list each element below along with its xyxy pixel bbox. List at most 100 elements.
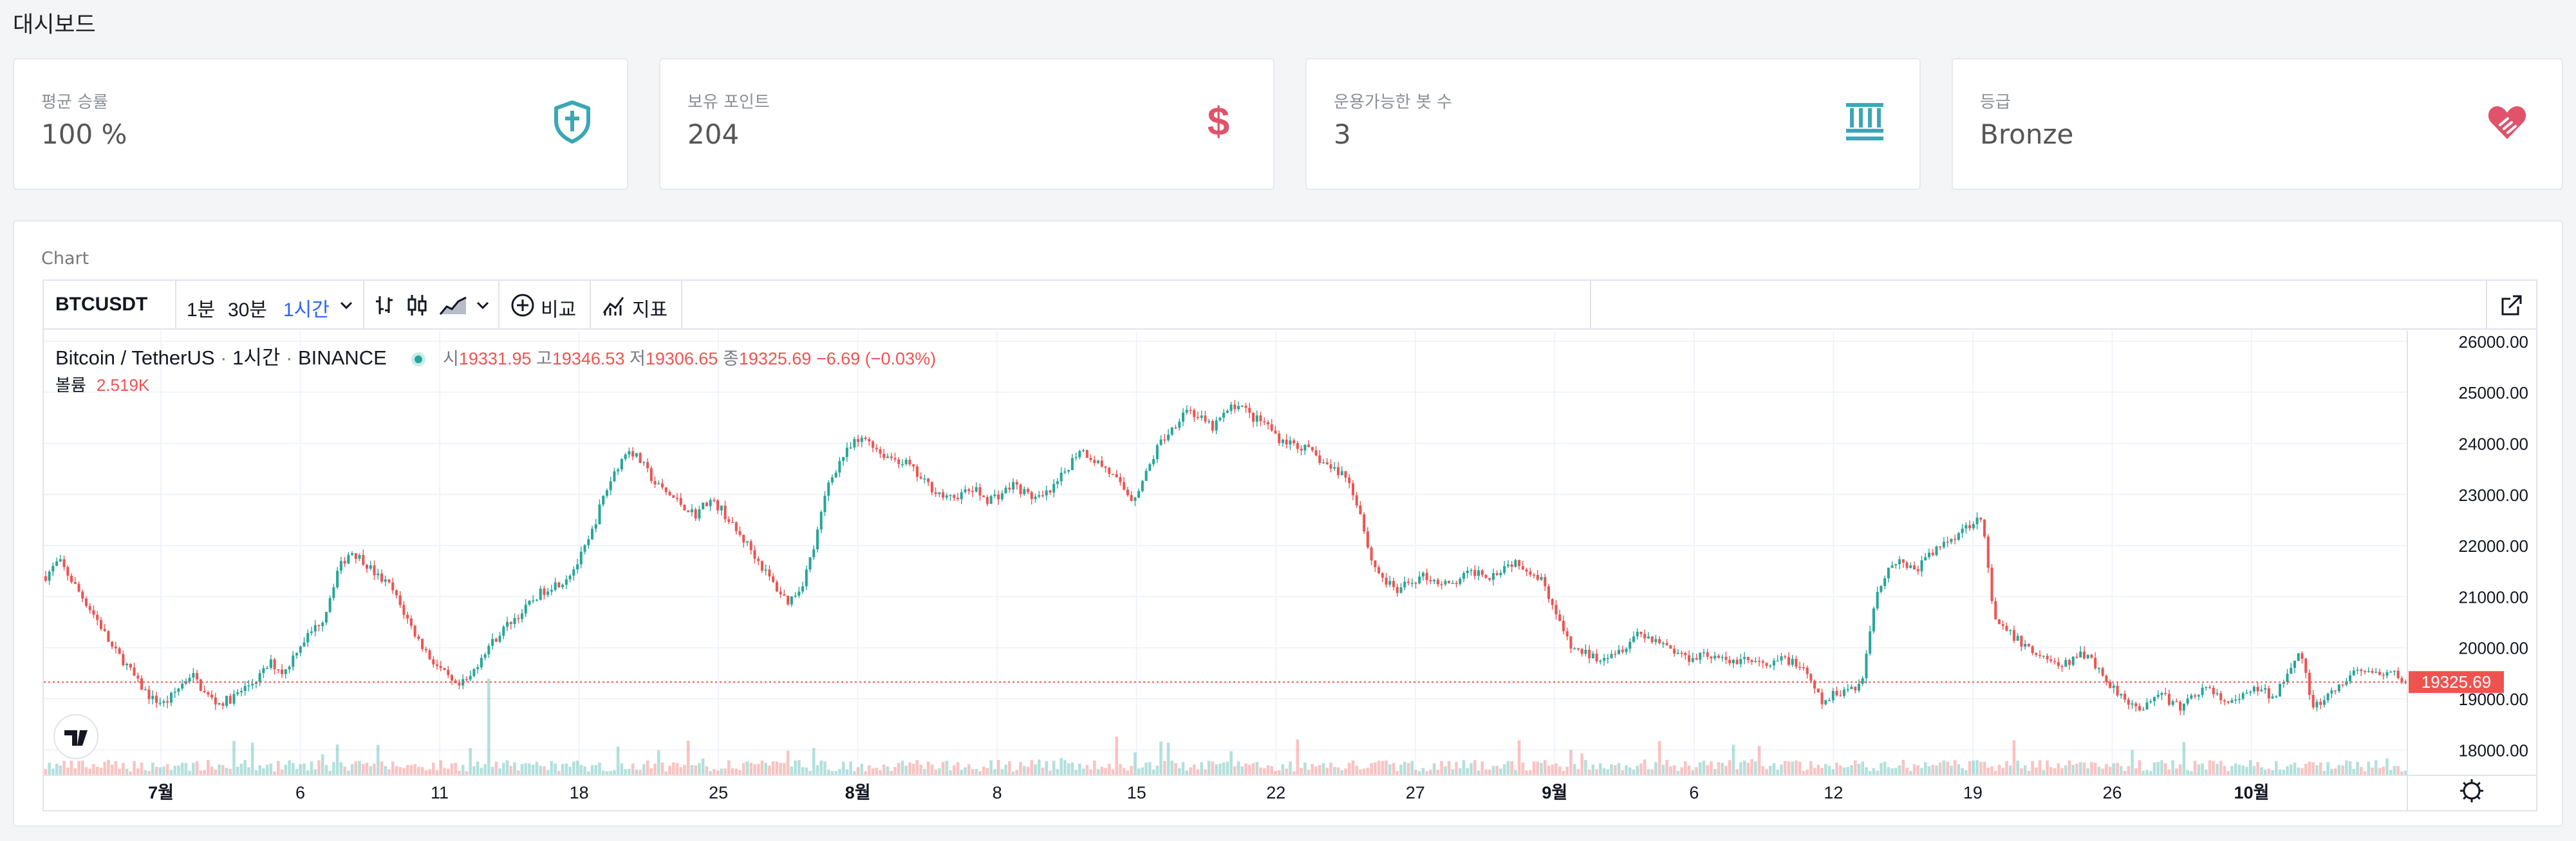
candle-body xyxy=(1544,577,1547,587)
volume-bar xyxy=(572,761,575,775)
volume-bar xyxy=(864,771,867,775)
candle-body xyxy=(1403,581,1406,588)
bar-style-icon[interactable] xyxy=(372,292,398,318)
volume-bar xyxy=(668,766,671,775)
settings-gear-icon[interactable] xyxy=(2463,782,2481,800)
volume-bar xyxy=(1687,765,1691,775)
candle-body xyxy=(1041,495,1045,496)
x-tick-label: 8월 xyxy=(845,783,871,802)
candle-body xyxy=(59,559,62,562)
candle-body xyxy=(55,561,59,566)
volume-bar xyxy=(745,761,749,775)
candle-body xyxy=(1451,583,1454,584)
candle-body xyxy=(798,591,801,596)
volume-bar xyxy=(465,771,469,775)
volume-bar xyxy=(1410,761,1414,775)
volume-bar xyxy=(1558,766,1562,775)
candle-body xyxy=(749,541,752,551)
candle-body xyxy=(2127,699,2130,705)
chevron-down-icon[interactable] xyxy=(337,292,355,318)
volume-bar xyxy=(177,765,180,775)
volume-bar xyxy=(826,770,830,775)
volume-bar xyxy=(73,768,77,775)
open-in-new-icon[interactable] xyxy=(2499,292,2525,318)
volume-bar xyxy=(487,679,490,775)
candle-body xyxy=(1418,576,1421,583)
volume-bar xyxy=(472,766,476,775)
candle-body xyxy=(1325,462,1329,465)
candle-body xyxy=(395,590,398,596)
volume-bar xyxy=(1004,764,1007,775)
indicators-button[interactable]: 지표 xyxy=(632,299,668,321)
volume-bar xyxy=(1484,769,1488,775)
volume-bar xyxy=(1838,765,1842,775)
candle-body xyxy=(598,504,601,525)
volume-bar xyxy=(2371,768,2374,775)
volume-value: 2.519K xyxy=(96,375,150,395)
candle-body xyxy=(2308,672,2311,695)
volume-bar xyxy=(1119,764,1122,775)
volume-bar xyxy=(734,768,738,775)
candle-body xyxy=(1798,666,1802,668)
volume-bar xyxy=(1470,763,1473,775)
interval-1m-button[interactable]: 1분 xyxy=(187,299,216,321)
candle-body xyxy=(860,437,863,442)
volume-bar xyxy=(1827,766,1831,775)
volume-bar xyxy=(524,763,528,775)
volume-bar xyxy=(1938,762,1942,775)
candle-body xyxy=(879,449,882,454)
interval-1h-button[interactable]: 1시간 xyxy=(283,299,330,321)
volume-bar xyxy=(1551,764,1554,775)
interval-30m-button[interactable]: 30분 xyxy=(228,299,267,321)
compare-plus-icon[interactable] xyxy=(510,292,536,318)
volume-bar xyxy=(1610,764,1613,775)
tradingview-widget[interactable]: BTCUSDT 1분 30분 1시간 xyxy=(42,279,2537,811)
candle-body xyxy=(502,627,505,636)
volume-bar xyxy=(1134,752,1137,775)
candle-body xyxy=(103,628,106,631)
volume-bar xyxy=(1676,771,1680,775)
candle-body xyxy=(942,492,945,498)
price-chart[interactable]: 26000.00 25000.00 24000.00 23000.00 22000.00… xyxy=(44,331,2536,811)
volume-bar xyxy=(1152,770,1155,775)
candle-body xyxy=(1499,572,1502,576)
candle-body xyxy=(702,502,705,509)
chart-legend: Bitcoin / TetherUS · 1시간 · BINANCE 시1933… xyxy=(55,346,937,369)
candle-body xyxy=(207,692,210,695)
volume-bar xyxy=(1377,761,1381,775)
candle-body xyxy=(391,582,395,591)
volume-bar xyxy=(975,769,978,775)
volume-bar xyxy=(513,762,516,775)
candle-body xyxy=(1163,439,1166,441)
candle-body xyxy=(2385,672,2389,676)
volume-bar xyxy=(2178,764,2182,775)
volume-bar xyxy=(328,771,331,775)
volume-bar xyxy=(2186,770,2189,775)
volume-bar xyxy=(1890,768,1894,775)
volume-bar xyxy=(594,765,598,775)
chart-area[interactable]: 26000.00 25000.00 24000.00 23000.00 22000.00… xyxy=(44,331,2536,811)
volume-bar xyxy=(2057,763,2060,775)
candle-body xyxy=(768,569,771,577)
compare-button[interactable]: 비교 xyxy=(541,299,577,321)
candle-body xyxy=(579,551,583,565)
volume-bar xyxy=(543,766,546,775)
symbol-search-button[interactable]: BTCUSDT xyxy=(55,294,148,315)
volume-bar xyxy=(476,761,480,775)
indicators-icon[interactable] xyxy=(601,292,627,318)
candle-body xyxy=(1104,466,1107,468)
volume-bar xyxy=(1274,771,1277,775)
volume-bar xyxy=(365,762,369,775)
area-style-icon[interactable] xyxy=(438,292,469,318)
candle-body xyxy=(546,591,550,595)
candle-style-icon[interactable] xyxy=(404,292,430,318)
candle-body xyxy=(1255,415,1258,422)
volume-bar xyxy=(1181,762,1185,775)
volume-bar xyxy=(2038,760,2042,775)
candle-body xyxy=(2290,668,2293,674)
volume-bar xyxy=(683,764,686,775)
candle-body xyxy=(1222,412,1226,418)
volume-bar xyxy=(1665,760,1668,775)
chart-type-chevron-icon[interactable] xyxy=(474,292,492,318)
volume-bar xyxy=(779,762,782,775)
